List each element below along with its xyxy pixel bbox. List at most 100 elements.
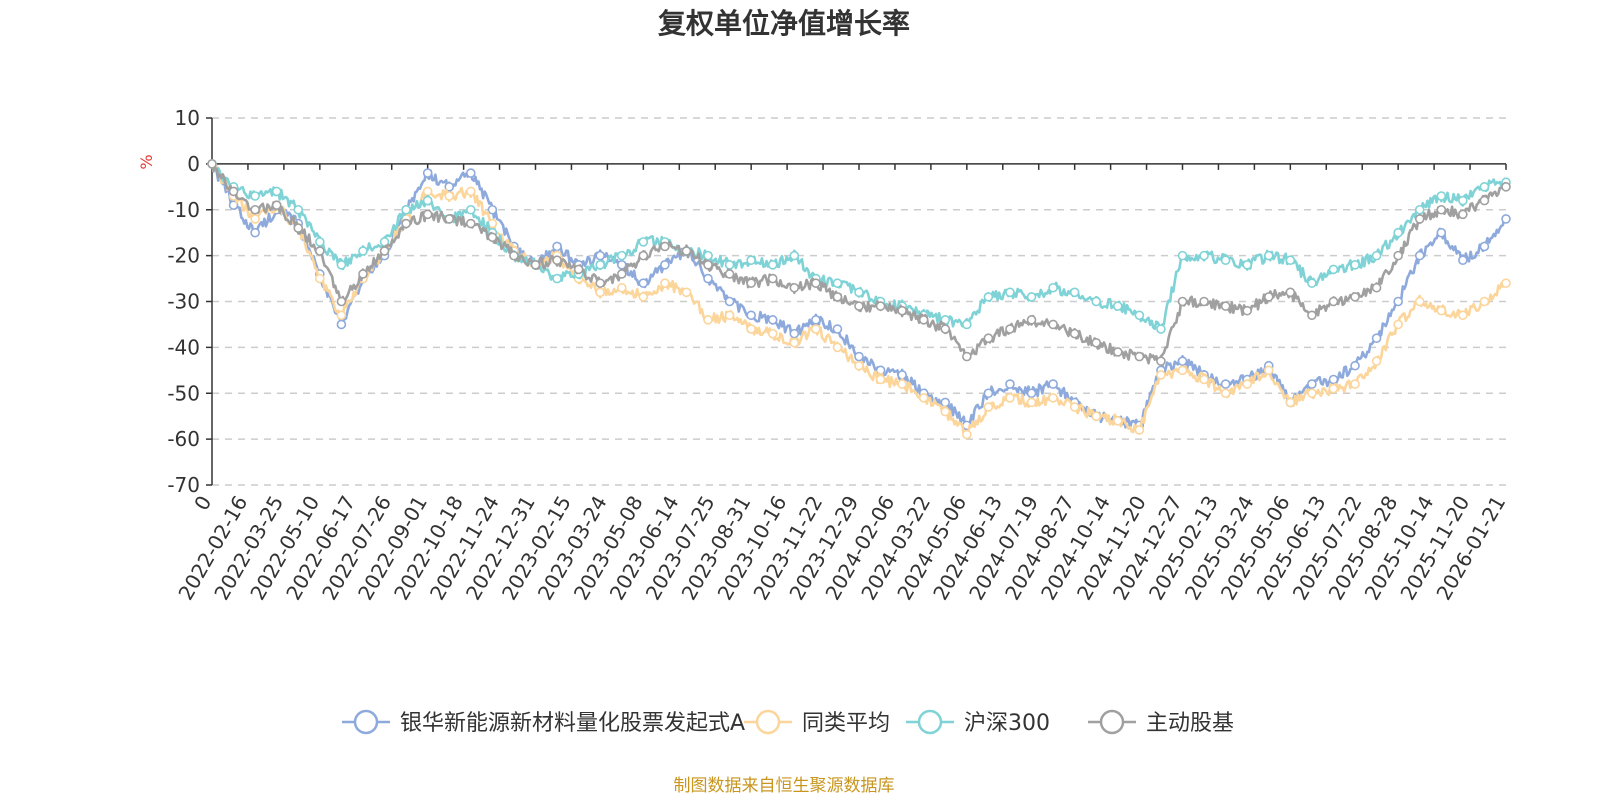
series-point — [250, 214, 260, 224]
series-point — [789, 282, 800, 293]
chart-title: 复权单位净值增长率 — [658, 7, 910, 40]
series-point — [595, 259, 606, 270]
series-point — [1263, 365, 1274, 376]
series-point — [1479, 182, 1490, 192]
legend-item[interactable]: 同类平均 — [744, 709, 890, 736]
series-point — [1458, 310, 1468, 321]
legend-item[interactable]: 主动股基 — [1088, 709, 1234, 736]
series-point — [1350, 292, 1360, 302]
series-point — [465, 218, 476, 229]
series-point — [1371, 333, 1382, 344]
series-point — [293, 204, 304, 215]
y-tick-label: 0 — [187, 152, 200, 176]
series-point — [1026, 397, 1037, 408]
series-point — [918, 315, 929, 325]
series-point — [595, 250, 606, 261]
series-point — [465, 186, 476, 197]
series-point — [616, 282, 627, 293]
series-point — [1371, 356, 1382, 366]
series-point — [638, 250, 649, 261]
series-point — [1026, 388, 1037, 399]
series-point — [811, 278, 821, 288]
series-point — [1199, 296, 1209, 307]
series-lines — [207, 159, 1511, 440]
series-point — [401, 204, 411, 215]
legend-item[interactable]: 沪深300 — [906, 709, 1050, 736]
series-point — [250, 191, 260, 201]
series-point — [1156, 370, 1166, 380]
series-point — [336, 319, 347, 330]
series-point — [1220, 388, 1231, 399]
series-point — [1177, 356, 1188, 366]
series-point — [1328, 383, 1339, 394]
series-point — [1371, 282, 1382, 293]
series-point — [724, 259, 735, 270]
series-point — [616, 259, 627, 270]
series-point — [1479, 195, 1490, 206]
legend-label: 主动股基 — [1146, 711, 1234, 736]
series-point — [962, 429, 972, 440]
series-point — [379, 237, 390, 247]
series-point — [660, 278, 670, 288]
series-point — [1156, 324, 1166, 334]
y-tick-label: 10 — [175, 106, 200, 130]
series-point — [724, 296, 735, 307]
series-point — [854, 301, 864, 311]
series-point — [789, 250, 800, 261]
series-point — [854, 351, 864, 362]
series-point — [703, 259, 713, 270]
series-point — [703, 250, 713, 261]
series-point — [1501, 214, 1511, 224]
series-point — [379, 246, 390, 256]
series-point — [1479, 241, 1490, 252]
data-source-note: 制图数据来自恒生聚源数据库 — [674, 776, 895, 796]
series-point — [703, 315, 713, 325]
series-point — [1263, 292, 1274, 302]
series-point — [1393, 319, 1403, 330]
series-point — [918, 393, 929, 403]
y-tick-label: -60 — [167, 427, 200, 451]
series-point — [1199, 250, 1209, 261]
series-point — [962, 351, 972, 362]
series-point — [358, 269, 368, 279]
series-point — [875, 374, 886, 385]
series-point — [1285, 287, 1296, 298]
y-axis-unit: % — [137, 154, 156, 169]
series-point — [789, 337, 800, 348]
series-point — [1307, 379, 1317, 389]
series-point — [1091, 337, 1102, 348]
legend[interactable]: 银华新能源新材料量化股票发起式A 同类平均 沪深300 主动股基 — [342, 709, 1234, 736]
series-point — [832, 324, 843, 334]
series-point — [1328, 374, 1339, 385]
series-point — [638, 278, 649, 288]
series-point — [422, 195, 433, 206]
series-point — [1048, 379, 1058, 389]
series-point — [1134, 425, 1145, 435]
series-point — [1328, 296, 1339, 307]
series-point — [962, 319, 972, 330]
series-point — [228, 186, 239, 197]
series-point — [1350, 360, 1360, 371]
series-point — [358, 246, 368, 256]
series-point — [832, 342, 843, 353]
series-point — [1113, 347, 1123, 357]
series-point — [552, 241, 562, 252]
series-point — [1220, 301, 1231, 311]
series-point — [1220, 255, 1231, 266]
legend-item[interactable]: 银华新能源新材料量化股票发起式A — [342, 709, 745, 736]
series-point — [854, 287, 864, 298]
series-point — [767, 259, 778, 270]
series-point — [1458, 195, 1468, 206]
series-point — [638, 292, 649, 302]
series-point — [875, 301, 886, 311]
series-point — [595, 278, 606, 288]
series-point — [1458, 209, 1468, 220]
series-point — [681, 287, 692, 298]
series-point — [1414, 214, 1425, 224]
series-point — [897, 379, 907, 389]
series-point — [530, 259, 541, 270]
series-point — [1005, 324, 1015, 334]
series-point — [703, 273, 713, 284]
series-point — [1026, 315, 1037, 325]
